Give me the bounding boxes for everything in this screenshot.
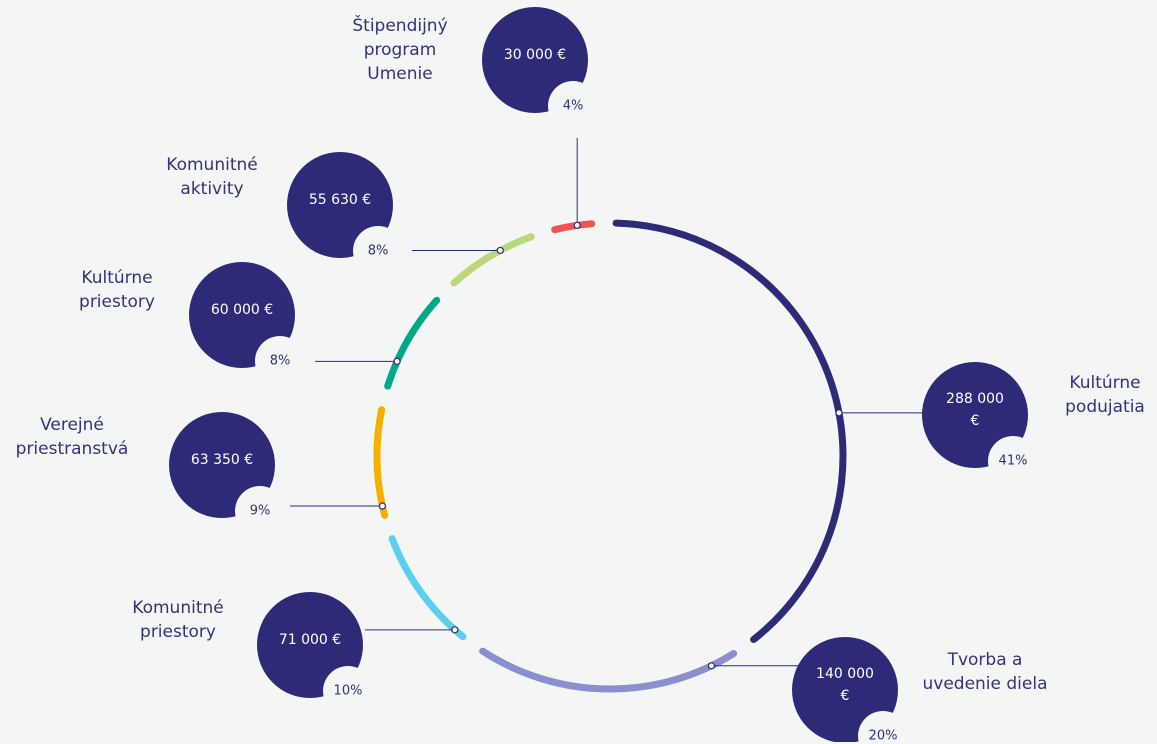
amount-label: 30 000 € [503,47,567,63]
arc-segment [551,220,596,234]
leader-dot [573,221,581,229]
amount-label: 55 630 € [308,192,372,208]
share-bubble [353,226,403,276]
category-label: Kultúrne priestory [79,268,155,312]
category-label: Komunitné priestory [132,598,224,642]
share-bubble [858,711,908,742]
arc-segment [612,219,847,643]
share-label: 41% [998,453,1028,469]
share-bubble [255,336,305,386]
amount-label: 71 000 € [278,632,342,648]
share-label: 9% [249,503,271,519]
share-bubble [323,666,373,716]
share-bubble [988,436,1038,486]
share-bubble [235,486,285,536]
share-label: 20% [868,728,898,744]
amount-label: 288 000 € [946,391,1004,429]
amount-label: 63 350 € [190,452,254,468]
share-bubble [548,81,598,131]
category-label: Verejné priestranstvá [15,415,129,459]
amount-label: 60 000 € [210,302,274,318]
share-label: 8% [269,353,291,369]
category-label: Komunitné aktivity [166,155,258,199]
category-label: Štipendijný program Umenie [352,16,448,84]
share-label: 10% [333,683,363,699]
share-label: 4% [562,98,584,114]
arc-segment [479,647,738,693]
leader-dot [393,357,401,365]
leader-dot [835,409,843,417]
amount-label: 140 000 € [816,666,874,704]
arc-segment [388,535,467,641]
leader-dot [496,246,504,255]
arc-segment [384,296,441,390]
share-label: 8% [367,243,389,259]
arc-segment [373,406,389,519]
category-label: Tvorba a uvedenie diela [922,650,1048,694]
arc-segment [450,233,535,287]
category-label: Kultúrne podujatia [1065,373,1145,417]
leader-dot [451,626,459,634]
leader-dot [378,502,387,510]
leader-dot [707,662,716,670]
